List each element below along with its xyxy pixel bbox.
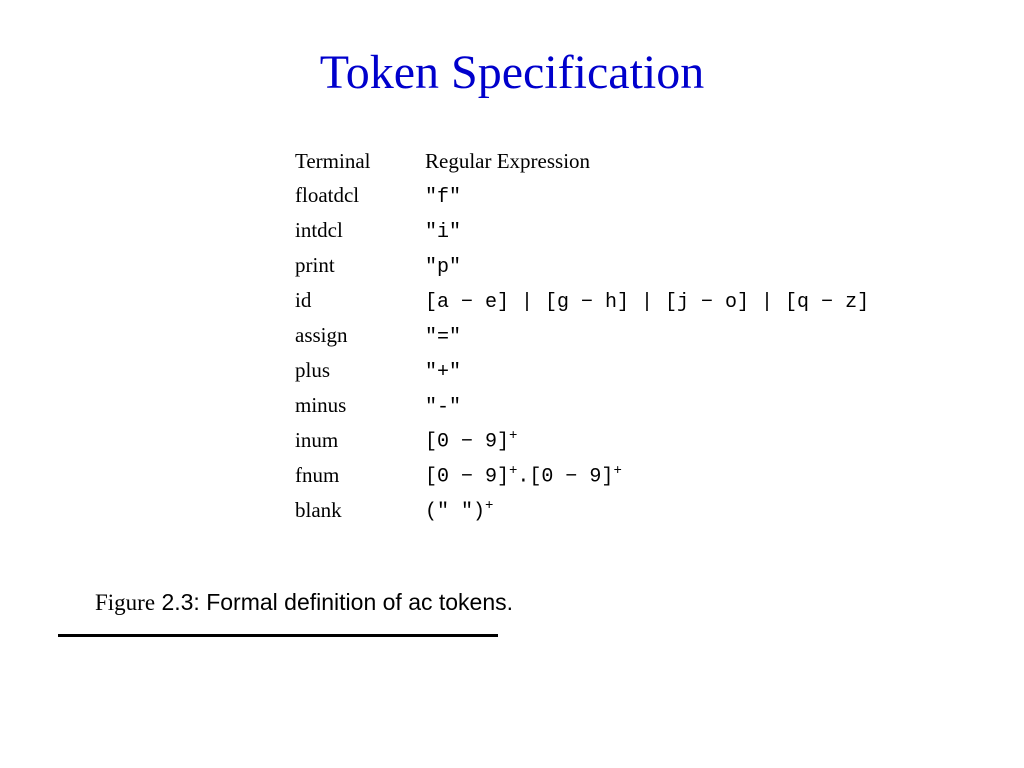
terminal-cell: minus bbox=[295, 389, 425, 424]
table-row: minus "-" bbox=[295, 389, 869, 424]
token-table: Terminal Regular Expression floatdcl "f"… bbox=[295, 145, 869, 529]
table-row: fnum [0 − 9]+.[0 − 9]+ bbox=[295, 459, 869, 494]
table-row: floatdcl "f" bbox=[295, 179, 869, 214]
regex-cell: "+" bbox=[425, 354, 869, 389]
regex-cell: "i" bbox=[425, 214, 869, 249]
regex-cell: "f" bbox=[425, 179, 869, 214]
figure-caption-container: Figure 2.3: Formal definition of ac toke… bbox=[95, 589, 1024, 616]
table-row: blank (" ")+ bbox=[295, 494, 869, 529]
table-header-row: Terminal Regular Expression bbox=[295, 145, 869, 179]
token-table-container: Terminal Regular Expression floatdcl "f"… bbox=[295, 145, 1024, 529]
terminal-cell: plus bbox=[295, 354, 425, 389]
horizontal-rule bbox=[58, 634, 498, 637]
regex-superscript: + bbox=[613, 463, 621, 479]
figure-text: Formal definition of ac tokens. bbox=[206, 589, 513, 615]
figure-label: Figure bbox=[95, 590, 155, 615]
table-row: assign "=" bbox=[295, 319, 869, 354]
slide-title: Token Specification bbox=[0, 0, 1024, 100]
terminal-cell: fnum bbox=[295, 459, 425, 494]
terminal-cell: floatdcl bbox=[295, 179, 425, 214]
regex-cell: "-" bbox=[425, 389, 869, 424]
terminal-cell: intdcl bbox=[295, 214, 425, 249]
regex-base: [0 − 9] bbox=[425, 431, 509, 454]
table-row: print "p" bbox=[295, 249, 869, 284]
figure-number: 2.3: bbox=[161, 589, 199, 615]
terminal-cell: assign bbox=[295, 319, 425, 354]
table-row: plus "+" bbox=[295, 354, 869, 389]
regex-base: (" ") bbox=[425, 501, 485, 524]
terminal-cell: blank bbox=[295, 494, 425, 529]
regex-part1: [0 − 9] bbox=[425, 466, 509, 489]
figure-caption: Figure 2.3: Formal definition of ac toke… bbox=[95, 589, 513, 615]
regex-cell: [0 − 9]+.[0 − 9]+ bbox=[425, 459, 869, 494]
regex-cell: "=" bbox=[425, 319, 869, 354]
column-header-regex: Regular Expression bbox=[425, 145, 869, 179]
regex-superscript: + bbox=[485, 498, 493, 514]
table-row: id [a − e] | [g − h] | [j − o] | [q − z] bbox=[295, 284, 869, 319]
regex-part2: .[0 − 9] bbox=[517, 466, 613, 489]
regex-superscript: + bbox=[509, 428, 517, 444]
regex-cell: [a − e] | [g − h] | [j − o] | [q − z] bbox=[425, 284, 869, 319]
terminal-cell: inum bbox=[295, 424, 425, 459]
terminal-cell: print bbox=[295, 249, 425, 284]
table-row: inum [0 − 9]+ bbox=[295, 424, 869, 459]
regex-cell: (" ")+ bbox=[425, 494, 869, 529]
table-row: intdcl "i" bbox=[295, 214, 869, 249]
column-header-terminal: Terminal bbox=[295, 145, 425, 179]
terminal-cell: id bbox=[295, 284, 425, 319]
regex-cell: [0 − 9]+ bbox=[425, 424, 869, 459]
regex-cell: "p" bbox=[425, 249, 869, 284]
